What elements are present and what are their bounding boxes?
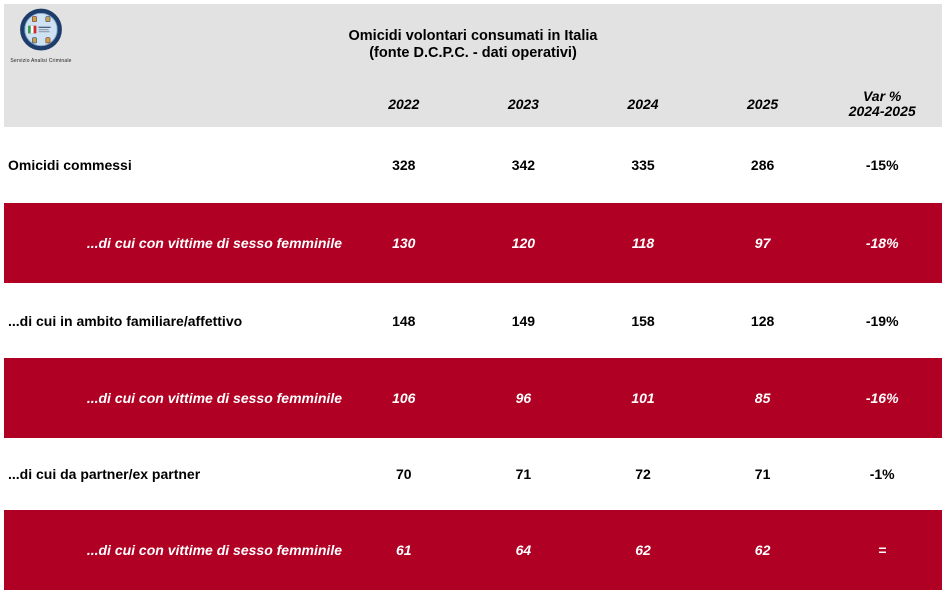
- table-row-partner-ex-partner: ...di cui da partner/ex partner 70 71 72…: [4, 438, 942, 510]
- table-header-band: Servizio Analisi Criminale Omicidi volon…: [4, 4, 942, 127]
- row-value-2022: 130: [392, 235, 416, 251]
- table-row-vittime-femminili-familiare: ...di cui con vittime di sesso femminile…: [4, 358, 942, 438]
- column-header-row: 2022 2023 2024 2025 Var % 2024-2025: [4, 89, 942, 119]
- row-value-2023: 96: [515, 390, 532, 406]
- row-value-2024: 62: [635, 542, 651, 558]
- row-value-2024: 72: [635, 466, 651, 482]
- row-value-2022: 148: [392, 312, 416, 329]
- row-value-2023: 64: [515, 542, 532, 558]
- row-label: Omicidi commessi: [8, 157, 132, 173]
- table-row-vittime-femminili-partner: ...di cui con vittime di sesso femminile…: [4, 510, 942, 590]
- table-row-vittime-femminili-totale: ...di cui con vittime di sesso femminile…: [4, 203, 942, 283]
- row-value-2023: 71: [515, 466, 532, 482]
- table-row-omicidi-commessi: Omicidi commessi 328 342 335 286 -15%: [4, 127, 942, 203]
- row-label: ...di cui con vittime di sesso femminile: [86, 390, 342, 406]
- row-value-2022: 70: [396, 466, 412, 482]
- row-value-2025: 71: [754, 466, 771, 482]
- row-value-2024: 118: [631, 235, 655, 251]
- row-value-2022: 328: [392, 157, 416, 173]
- row-value-2025: 85: [754, 390, 771, 406]
- column-header-2025: 2025: [747, 95, 779, 112]
- table-row-ambito-familiare: ...di cui in ambito familiare/affettivo …: [4, 283, 942, 358]
- table-title: Omicidi volontari consumati in Italia (f…: [4, 4, 942, 62]
- row-value-2023: 149: [511, 312, 536, 329]
- row-value-var: -1%: [869, 466, 895, 482]
- column-header-2022: 2022: [388, 95, 420, 112]
- row-label: ...di cui in ambito familiare/affettivo: [8, 312, 243, 329]
- row-value-var: -16%: [865, 390, 899, 406]
- row-value-2025: 97: [754, 235, 771, 251]
- row-value-var: -19%: [865, 312, 899, 329]
- row-value-2024: 158: [631, 312, 655, 329]
- row-value-var: -18%: [865, 235, 899, 251]
- row-value-2022: 61: [396, 542, 412, 558]
- column-header-var-pct: Var % 2024-2025: [848, 88, 916, 119]
- table-title-line1: Omicidi volontari consumati in Italia: [348, 28, 598, 44]
- row-value-2024: 335: [631, 157, 655, 173]
- row-value-2023: 120: [511, 235, 536, 251]
- row-value-2025: 286: [750, 157, 775, 173]
- column-header-2024: 2024: [627, 95, 659, 112]
- row-value-var: =: [878, 542, 887, 558]
- row-label: ...di cui con vittime di sesso femminile: [86, 235, 342, 251]
- row-value-var: -15%: [865, 157, 899, 173]
- row-value-2025: 62: [754, 542, 771, 558]
- row-value-2023: 342: [511, 157, 536, 173]
- row-label: ...di cui con vittime di sesso femminile: [86, 542, 342, 558]
- row-value-2022: 106: [392, 390, 416, 406]
- servizio-analisi-criminale-logo-icon: [16, 8, 66, 57]
- column-header-2023: 2023: [507, 95, 539, 112]
- logo-caption: Servizio Analisi Criminale: [10, 58, 72, 64]
- logo-block: Servizio Analisi Criminale: [10, 8, 72, 64]
- row-label: ...di cui da partner/ex partner: [8, 466, 201, 482]
- row-value-2024: 101: [631, 390, 655, 406]
- row-value-2025: 128: [750, 312, 775, 329]
- table-title-line2: (fonte D.C.P.C. - dati operativi): [369, 45, 577, 61]
